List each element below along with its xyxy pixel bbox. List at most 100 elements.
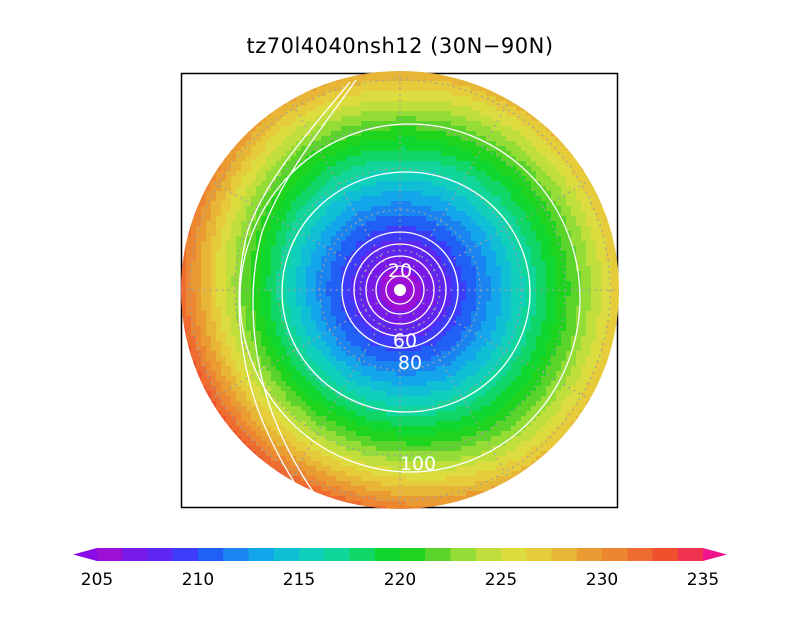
field-cell <box>451 316 457 322</box>
field-cell <box>331 336 337 342</box>
field-cell <box>571 336 577 342</box>
field-cell <box>396 281 402 287</box>
field-cell <box>516 371 522 377</box>
field-cell <box>181 316 187 322</box>
field-cell <box>221 361 227 367</box>
field-cell <box>556 246 562 252</box>
field-cell <box>551 226 557 232</box>
field-cell <box>546 336 552 342</box>
field-cell <box>341 396 347 402</box>
field-cell <box>356 76 362 82</box>
field-cell <box>316 341 322 347</box>
field-cell <box>376 91 382 97</box>
field-cell <box>536 136 542 142</box>
field-cell <box>581 201 587 207</box>
field-cell <box>476 191 482 197</box>
field-cell <box>246 286 252 292</box>
field-cell <box>476 326 482 332</box>
field-cell <box>366 226 372 232</box>
field-cell <box>316 371 322 377</box>
field-cell <box>551 256 557 262</box>
field-cell <box>361 341 367 347</box>
field-cell <box>301 381 307 387</box>
field-cell <box>471 386 477 392</box>
field-cell <box>406 176 412 182</box>
field-cell <box>236 231 242 237</box>
field-cell <box>566 216 572 222</box>
field-cell <box>536 121 542 127</box>
field-cell <box>461 296 467 302</box>
field-cell <box>201 191 207 197</box>
field-cell <box>356 271 362 277</box>
field-cell <box>341 251 347 257</box>
field-cell <box>226 331 232 337</box>
field-cell <box>401 126 407 132</box>
field-cell <box>581 321 587 327</box>
field-cell <box>206 216 212 222</box>
field-cell <box>216 186 222 192</box>
field-cell <box>371 336 377 342</box>
field-cell <box>286 111 292 117</box>
field-cell <box>301 376 307 382</box>
field-cell <box>431 126 437 132</box>
field-cell <box>211 306 217 312</box>
field-cell <box>276 291 282 297</box>
field-cell <box>416 136 422 142</box>
field-cell <box>571 386 577 392</box>
field-cell <box>566 276 572 282</box>
field-cell <box>466 286 472 292</box>
field-cell <box>401 331 407 337</box>
field-cell <box>241 371 247 377</box>
field-cell <box>346 391 352 397</box>
field-cell <box>341 321 347 327</box>
field-cell <box>381 161 387 167</box>
field-cell <box>341 126 347 132</box>
field-cell <box>266 311 272 317</box>
field-cell <box>436 216 442 222</box>
field-cell <box>311 86 317 92</box>
field-cell <box>421 136 427 142</box>
field-cell <box>301 101 307 107</box>
field-cell <box>466 201 472 207</box>
field-cell <box>601 296 607 302</box>
field-cell <box>526 136 532 142</box>
field-cell <box>471 251 477 257</box>
field-cell <box>576 306 582 312</box>
field-cell <box>326 336 332 342</box>
field-cell <box>436 211 442 217</box>
field-cell <box>521 171 527 177</box>
field-cell <box>556 151 562 157</box>
field-cell <box>486 301 492 307</box>
field-cell <box>586 171 592 177</box>
field-cell <box>481 356 487 362</box>
field-cell <box>401 191 407 197</box>
field-cell <box>541 266 547 272</box>
field-cell <box>516 346 522 352</box>
field-cell <box>386 206 392 212</box>
field-cell <box>601 311 607 317</box>
field-cell <box>526 211 532 217</box>
field-cell <box>446 96 452 102</box>
field-cell <box>331 321 337 327</box>
field-cell <box>611 336 617 342</box>
field-cell <box>236 256 242 262</box>
field-cell <box>506 206 512 212</box>
field-cell <box>431 76 437 82</box>
field-cell <box>321 371 327 377</box>
field-cell <box>546 266 552 272</box>
field-cell <box>266 221 272 227</box>
field-cell <box>291 326 297 332</box>
field-cell <box>516 391 522 397</box>
field-cell <box>361 376 367 382</box>
field-cell <box>226 176 232 182</box>
field-cell <box>211 271 217 277</box>
field-cell <box>521 391 527 397</box>
field-cell <box>566 346 572 352</box>
field-cell <box>546 221 552 227</box>
field-cell <box>586 296 592 302</box>
field-cell <box>551 241 557 247</box>
field-cell <box>526 106 532 112</box>
field-cell <box>356 206 362 212</box>
field-cell <box>541 351 547 357</box>
field-cell <box>356 91 362 97</box>
